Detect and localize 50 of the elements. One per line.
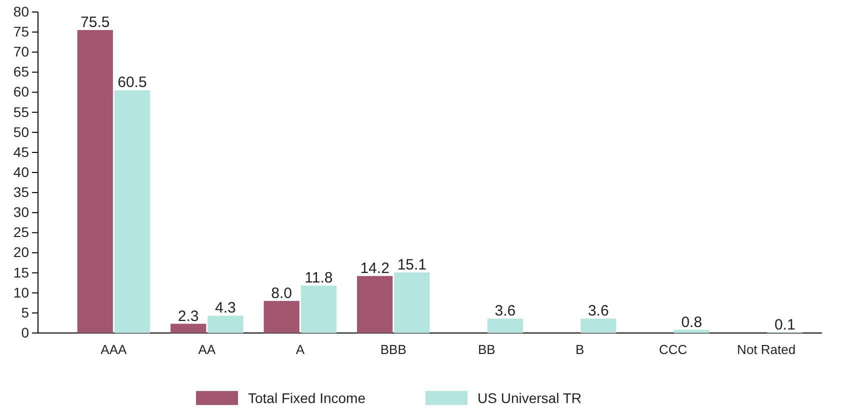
legend-label: US Universal TR: [478, 390, 582, 406]
y-tick-label: 30: [13, 204, 30, 220]
y-tick-label: 45: [13, 144, 30, 160]
data-label: 4.3: [215, 300, 236, 317]
bar: [487, 318, 523, 333]
bar: [674, 330, 710, 333]
data-label: 11.8: [304, 270, 333, 287]
bar: [394, 272, 430, 333]
y-tick-label: 5: [21, 304, 30, 320]
bar: [208, 316, 244, 333]
y-tick-label: 25: [13, 224, 30, 240]
bar: [357, 276, 393, 333]
y-tick-label: 60: [13, 84, 30, 100]
y-tick-label: 0: [21, 324, 30, 340]
y-tick-label: 75: [13, 24, 30, 40]
bar: [114, 90, 150, 333]
data-label: 75.5: [80, 14, 110, 32]
data-label: 2.3: [178, 308, 199, 325]
bar: [264, 300, 300, 333]
data-label: 60.5: [118, 74, 147, 92]
data-label: 14.2: [360, 260, 390, 278]
x-tick-label: B: [576, 342, 584, 358]
x-tick-label: A: [296, 342, 305, 358]
y-tick-label: 80: [13, 3, 30, 20]
data-label: 3.6: [588, 302, 609, 320]
x-tick-label: Not Rated: [737, 342, 796, 358]
y-tick-label: 10: [13, 284, 30, 300]
bar: [77, 30, 113, 333]
x-tick-label: AA: [198, 342, 216, 358]
y-tick-label: 20: [13, 244, 30, 260]
bar: [300, 286, 337, 333]
y-tick-label: 55: [13, 104, 30, 120]
data-label: 0.1: [774, 316, 796, 334]
legend-label: Total Fixed Income: [248, 390, 366, 406]
x-tick-label: BBB: [380, 342, 406, 358]
bar: [170, 324, 206, 333]
x-tick-label: AAA: [100, 342, 128, 358]
y-tick-label: 35: [13, 184, 30, 200]
data-label: 15.1: [397, 256, 427, 274]
y-tick-label: 65: [13, 64, 30, 80]
y-tick-label: 40: [13, 164, 30, 180]
data-label: 8.0: [271, 284, 292, 302]
x-tick-label: BB: [478, 342, 496, 358]
y-tick-label: 50: [13, 124, 30, 140]
bar: [580, 318, 616, 333]
y-tick-label: 70: [13, 44, 30, 60]
data-label: 0.8: [681, 314, 702, 331]
y-tick-label: 15: [13, 264, 30, 280]
x-tick-label: CCC: [658, 342, 688, 358]
data-label: 3.6: [494, 302, 516, 320]
